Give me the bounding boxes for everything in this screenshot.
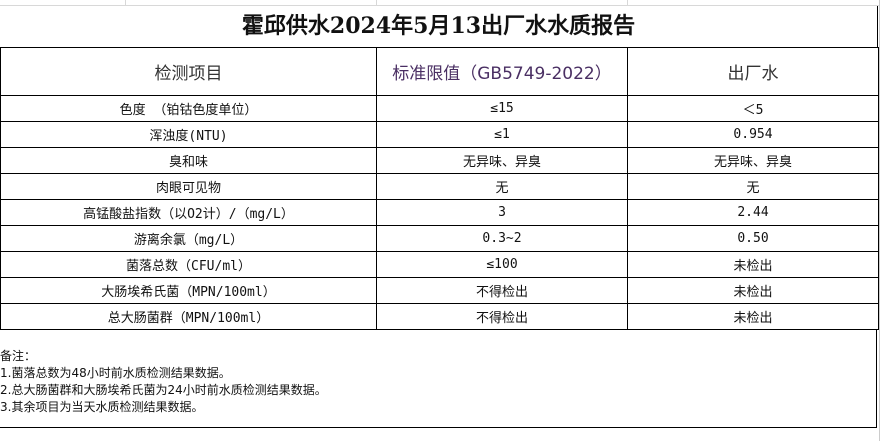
cell-item[interactable]: 菌落总数（CFU/ml） <box>0 251 377 278</box>
cell-item[interactable]: 肉眼可见物 <box>0 173 377 200</box>
cell-result[interactable]: 无异味、异臭 <box>627 147 879 174</box>
cell-item[interactable]: 色度 （铂钴色度单位） <box>0 95 377 122</box>
water-quality-table: 检测项目 标准限值（GB5749-2022） 出厂水 色度 （铂钴色度单位） ≤1… <box>0 47 879 330</box>
table-row: 菌落总数（CFU/ml） ≤100 未检出 <box>0 251 879 278</box>
cell-item[interactable]: 大肠埃希氏菌（MPN/100ml） <box>0 277 377 304</box>
cell-standard[interactable]: 无 <box>376 173 628 200</box>
spreadsheet-gridlines <box>0 0 880 6</box>
cell-result[interactable]: 无 <box>627 173 879 200</box>
gridline <box>627 0 628 5</box>
table-row: 臭和味 无异味、异臭 无异味、异臭 <box>0 147 879 174</box>
report-title: 霍邱供水2024年5月13出厂水水质报告 <box>0 6 878 47</box>
cell-result[interactable]: 未检出 <box>627 277 879 304</box>
table-row: 总大肠菌群（MPN/100ml） 不得检出 未检出 <box>0 303 879 330</box>
table-row: 色度 （铂钴色度单位） ≤15 ＜5 <box>0 95 879 122</box>
header-item[interactable]: 检测项目 <box>0 47 377 96</box>
notes-label: 备注： <box>0 349 37 363</box>
cell-standard[interactable]: 无异味、异臭 <box>376 147 628 174</box>
header-standard[interactable]: 标准限值（GB5749-2022） <box>376 47 628 96</box>
table-row: 高锰酸盐指数（以O2计）/（mg/L） 3 2.44 <box>0 199 879 226</box>
cell-item[interactable]: 浑浊度(NTU) <box>0 121 377 148</box>
note-1: 1.菌落总数为48小时前水质检测结果数据。 <box>0 366 231 380</box>
cell-result[interactable]: 未检出 <box>627 303 879 330</box>
notes: 备注： 1.菌落总数为48小时前水质检测结果数据。 2.总大肠菌群和大肠埃希氏菌… <box>0 330 877 428</box>
cell-standard[interactable]: 0.3~2 <box>376 225 628 252</box>
cell-standard[interactable]: ≤1 <box>376 121 628 148</box>
cell-result[interactable]: ＜5 <box>627 95 879 122</box>
cell-result[interactable]: 未检出 <box>627 251 879 278</box>
table-header-row: 检测项目 标准限值（GB5749-2022） 出厂水 <box>0 47 879 96</box>
cell-standard[interactable]: 不得检出 <box>376 303 628 330</box>
table-row: 大肠埃希氏菌（MPN/100ml） 不得检出 未检出 <box>0 277 879 304</box>
note-3: 3.其余项目为当天水质检测结果数据。 <box>0 400 204 414</box>
cell-standard[interactable]: 不得检出 <box>376 277 628 304</box>
cell-standard[interactable]: ≤100 <box>376 251 628 278</box>
cell-result[interactable]: 0.50 <box>627 225 879 252</box>
cell-item[interactable]: 总大肠菌群（MPN/100ml） <box>0 303 377 330</box>
gridline <box>125 0 126 5</box>
cell-result[interactable]: 0.954 <box>627 121 879 148</box>
note-2: 2.总大肠菌群和大肠埃希氏菌为24小时前水质检测结果数据。 <box>0 383 327 397</box>
table-row: 肉眼可见物无无 <box>0 173 879 200</box>
cell-result[interactable]: 2.44 <box>627 199 879 226</box>
header-factory-water[interactable]: 出厂水 <box>627 47 879 96</box>
table-row: 游离余氯（mg/L） 0.3~2 0.50 <box>0 225 879 252</box>
cell-item[interactable]: 臭和味 <box>0 147 377 174</box>
cell-standard[interactable]: ≤15 <box>376 95 628 122</box>
cell-item[interactable]: 游离余氯（mg/L） <box>0 225 377 252</box>
gridline <box>376 0 377 5</box>
cell-item[interactable]: 高锰酸盐指数（以O2计）/（mg/L） <box>0 199 377 226</box>
table-row: 浑浊度(NTU) ≤1 0.954 <box>0 121 879 148</box>
cell-standard[interactable]: 3 <box>376 199 628 226</box>
